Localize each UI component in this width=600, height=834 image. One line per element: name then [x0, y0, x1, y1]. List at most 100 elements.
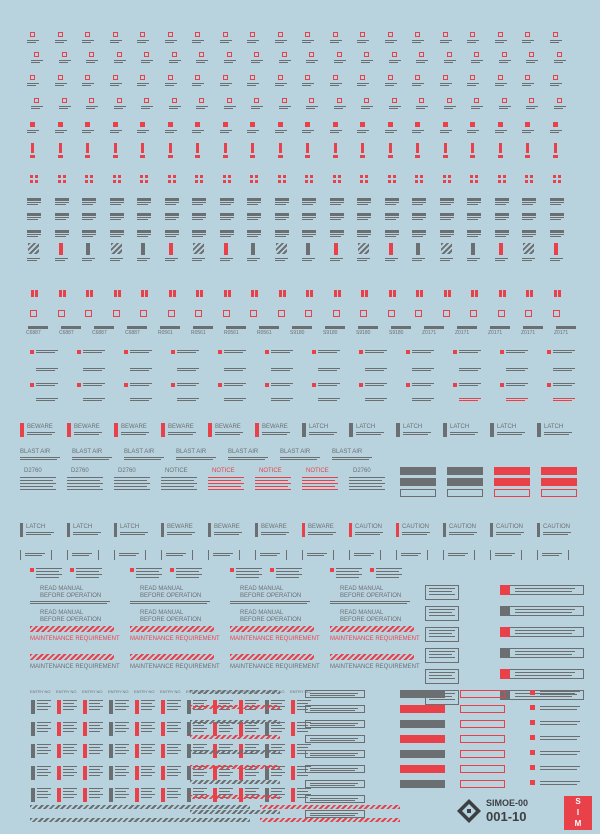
text-line [36, 352, 55, 353]
text-line [310, 755, 355, 756]
text-line [412, 217, 426, 218]
text-line [167, 794, 181, 795]
text-line [137, 130, 149, 131]
label-plate [400, 489, 436, 497]
text-line [349, 486, 382, 487]
decal-label: MAINTENANCE REQUIREMENT [330, 636, 420, 642]
text-line [355, 532, 383, 533]
bar-mark [291, 766, 295, 780]
text-line [247, 130, 259, 131]
text-line [130, 383, 152, 384]
dot-mark [195, 175, 198, 178]
decal-label: LATCH [544, 424, 564, 430]
text-line [192, 132, 201, 133]
text-line [141, 797, 152, 798]
text-line [403, 434, 428, 435]
text-line [549, 258, 563, 259]
text-line [384, 42, 394, 43]
text-line [310, 770, 355, 771]
text-line [255, 477, 291, 478]
dot-mark [442, 175, 446, 178]
square-mark [525, 75, 530, 80]
text-line [549, 260, 560, 261]
text-line [302, 483, 338, 484]
text-line [310, 695, 355, 696]
text-line [429, 672, 455, 673]
decal-label: READ MANUAL [340, 610, 384, 616]
square-mark [281, 52, 287, 57]
text-line [515, 630, 575, 631]
square-mark [171, 98, 177, 103]
text-line [439, 132, 449, 133]
text-line [549, 217, 564, 218]
decal-label: MAINTENANCE REQUIREMENT [130, 636, 220, 642]
text-line [76, 577, 99, 578]
dot-mark [497, 180, 501, 183]
decal-label: BEFORE OPERATION [40, 617, 102, 623]
decal-label: READ MANUAL [340, 586, 384, 592]
text-line [429, 588, 455, 589]
decal-label: NOTICE [306, 468, 329, 474]
text-line [274, 42, 284, 43]
text-line [443, 60, 456, 61]
text-line [164, 204, 176, 205]
text-line [54, 236, 66, 237]
decal-label: BEWARE [121, 424, 147, 430]
text-line [224, 368, 246, 369]
bar-mark [291, 788, 295, 802]
text-line [236, 571, 259, 572]
dot-mark [195, 155, 200, 158]
text-line [467, 40, 479, 41]
mini-decal [247, 230, 261, 233]
text-line [37, 709, 48, 710]
text-line [271, 772, 285, 773]
square-mark [230, 568, 234, 572]
text-line [245, 725, 256, 726]
plate [305, 795, 365, 803]
decal-label: BLAST AIR [228, 449, 259, 455]
text-line [318, 385, 337, 386]
text-line [526, 106, 538, 107]
panel [425, 585, 459, 600]
text-line [271, 368, 293, 369]
text-line [72, 553, 92, 554]
mini-decal [384, 230, 399, 233]
text-line [214, 532, 242, 533]
plate [460, 780, 505, 788]
text-line [522, 219, 533, 220]
bar-mark [57, 722, 61, 736]
mini-decal [27, 230, 41, 233]
bar-mark [325, 326, 345, 329]
text-line [357, 236, 368, 237]
decal-label: NOTICE [259, 468, 282, 474]
mini-decal [494, 213, 509, 216]
text-line [167, 766, 181, 767]
text-line [247, 85, 256, 86]
text-line [274, 219, 286, 220]
dot-mark [387, 180, 391, 183]
chevron-plate [500, 627, 510, 637]
square-mark [552, 310, 560, 317]
hatched-stripe [28, 243, 39, 254]
bar-mark [135, 722, 139, 736]
text-line [526, 60, 538, 61]
text-line [355, 534, 380, 535]
text-line [297, 731, 308, 732]
text-line [549, 42, 559, 43]
decal-label: BEWARE [167, 524, 193, 530]
text-line [302, 40, 314, 41]
bar-mark [526, 143, 529, 153]
text-line [115, 788, 129, 789]
text-line [274, 204, 286, 205]
mini-decal [329, 230, 344, 233]
square-mark [332, 75, 338, 80]
bar-mark [109, 744, 113, 758]
text-line [37, 791, 48, 792]
text-line [245, 703, 256, 704]
text-line [274, 83, 287, 84]
text-line [506, 385, 525, 386]
bar-mark [306, 290, 309, 297]
square-mark [525, 32, 530, 37]
text-line [302, 42, 311, 43]
text-line [208, 483, 244, 484]
